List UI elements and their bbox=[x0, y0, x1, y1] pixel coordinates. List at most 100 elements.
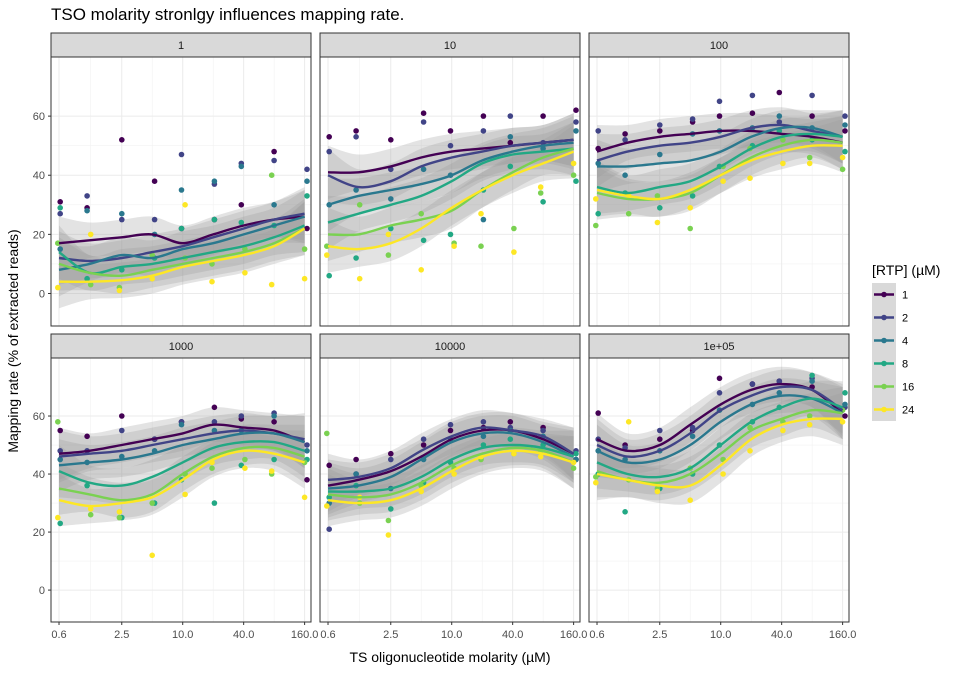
data-point bbox=[326, 148, 333, 155]
data-point bbox=[595, 160, 601, 167]
data-point bbox=[304, 477, 310, 483]
data-point bbox=[842, 113, 848, 119]
data-point bbox=[242, 465, 248, 472]
x-axis-title: TS oligonucleotide molarity (µM) bbox=[349, 649, 550, 665]
panel-border bbox=[588, 56, 850, 327]
smooth-line bbox=[58, 449, 305, 508]
smooth-line bbox=[596, 129, 843, 153]
data-point bbox=[689, 424, 696, 431]
smooth-line bbox=[58, 215, 305, 271]
data-point bbox=[507, 419, 514, 425]
data-point bbox=[388, 456, 394, 463]
data-point bbox=[178, 421, 185, 428]
smooth-line bbox=[596, 417, 843, 489]
data-point bbox=[211, 404, 218, 411]
data-point bbox=[540, 427, 546, 434]
data-point bbox=[806, 413, 813, 419]
data-point bbox=[716, 375, 723, 382]
data-point bbox=[447, 427, 454, 434]
data-point bbox=[211, 216, 218, 223]
data-point bbox=[537, 453, 544, 460]
data-point bbox=[716, 390, 723, 396]
data-point bbox=[839, 154, 846, 161]
data-point bbox=[57, 246, 63, 252]
data-point bbox=[570, 160, 577, 167]
data-point bbox=[326, 526, 333, 532]
data-point bbox=[388, 450, 394, 457]
data-point bbox=[84, 482, 90, 489]
data-point bbox=[87, 511, 94, 518]
confidence-band bbox=[59, 201, 305, 309]
data-point bbox=[55, 240, 61, 246]
data-point bbox=[507, 436, 514, 443]
x-tick-label: 10.0 bbox=[710, 629, 731, 641]
data-point bbox=[716, 113, 723, 119]
data-point bbox=[622, 172, 628, 178]
data-point bbox=[747, 448, 753, 454]
data-point bbox=[447, 421, 454, 428]
data-point bbox=[716, 98, 723, 105]
data-point bbox=[388, 225, 394, 232]
panel-border bbox=[50, 56, 312, 327]
data-point bbox=[480, 113, 487, 119]
data-point bbox=[507, 113, 514, 119]
data-point bbox=[657, 128, 663, 134]
data-point bbox=[84, 433, 90, 440]
smooth-line bbox=[327, 147, 574, 224]
data-point bbox=[420, 166, 427, 173]
smooth-line bbox=[596, 385, 844, 458]
panel-border bbox=[319, 56, 581, 327]
x-tick-label: 160.0 bbox=[291, 629, 319, 641]
data-point bbox=[657, 427, 663, 434]
x-tick-label: 10.0 bbox=[172, 629, 193, 641]
data-point bbox=[451, 243, 457, 249]
data-point bbox=[809, 113, 815, 119]
data-point bbox=[324, 252, 330, 258]
data-point bbox=[480, 128, 487, 134]
data-point bbox=[511, 225, 517, 232]
data-point bbox=[570, 465, 577, 472]
data-point bbox=[447, 142, 454, 149]
facet-strip bbox=[319, 32, 581, 58]
smooth-line bbox=[327, 431, 575, 490]
data-point bbox=[385, 517, 392, 524]
smooth-line bbox=[327, 147, 574, 237]
data-point bbox=[595, 210, 601, 217]
data-point bbox=[182, 491, 188, 498]
data-point bbox=[87, 231, 94, 238]
smooth-line bbox=[596, 123, 843, 162]
data-point bbox=[780, 137, 786, 143]
data-point bbox=[353, 255, 359, 261]
data-point bbox=[57, 448, 63, 454]
legend-label: 2 bbox=[902, 313, 908, 325]
data-point bbox=[625, 419, 632, 425]
facet-strip-label: 100 bbox=[710, 40, 728, 52]
data-point bbox=[622, 509, 628, 515]
data-point bbox=[268, 468, 275, 474]
plot-background bbox=[589, 358, 849, 622]
data-point bbox=[839, 419, 846, 425]
data-point bbox=[537, 190, 544, 196]
data-point bbox=[271, 413, 277, 419]
data-point bbox=[301, 275, 308, 282]
smooth-line bbox=[596, 132, 843, 195]
data-point bbox=[178, 225, 185, 232]
smooth-line bbox=[327, 446, 575, 499]
confidence-band bbox=[59, 407, 305, 480]
smooth-line bbox=[327, 428, 575, 487]
x-tick-label: 40.0 bbox=[502, 629, 523, 641]
data-point bbox=[178, 151, 185, 158]
y-tick-label: 60 bbox=[33, 411, 45, 423]
data-point bbox=[211, 419, 218, 425]
y-tick-label: 20 bbox=[33, 229, 45, 241]
facet-panel: 1e+05 0.6 2.5 10.0 40.0 160.0 bbox=[588, 333, 856, 641]
x-tick-label: 2.5 bbox=[652, 629, 667, 641]
data-point bbox=[478, 210, 484, 217]
data-point bbox=[268, 281, 275, 288]
legend-label: 24 bbox=[902, 405, 914, 417]
smooth-line bbox=[327, 443, 574, 493]
data-point bbox=[720, 471, 726, 477]
facet-panel: 1000 0 20 40 60 0.6 2.5 10.0 40.0 160.0 bbox=[33, 333, 319, 641]
